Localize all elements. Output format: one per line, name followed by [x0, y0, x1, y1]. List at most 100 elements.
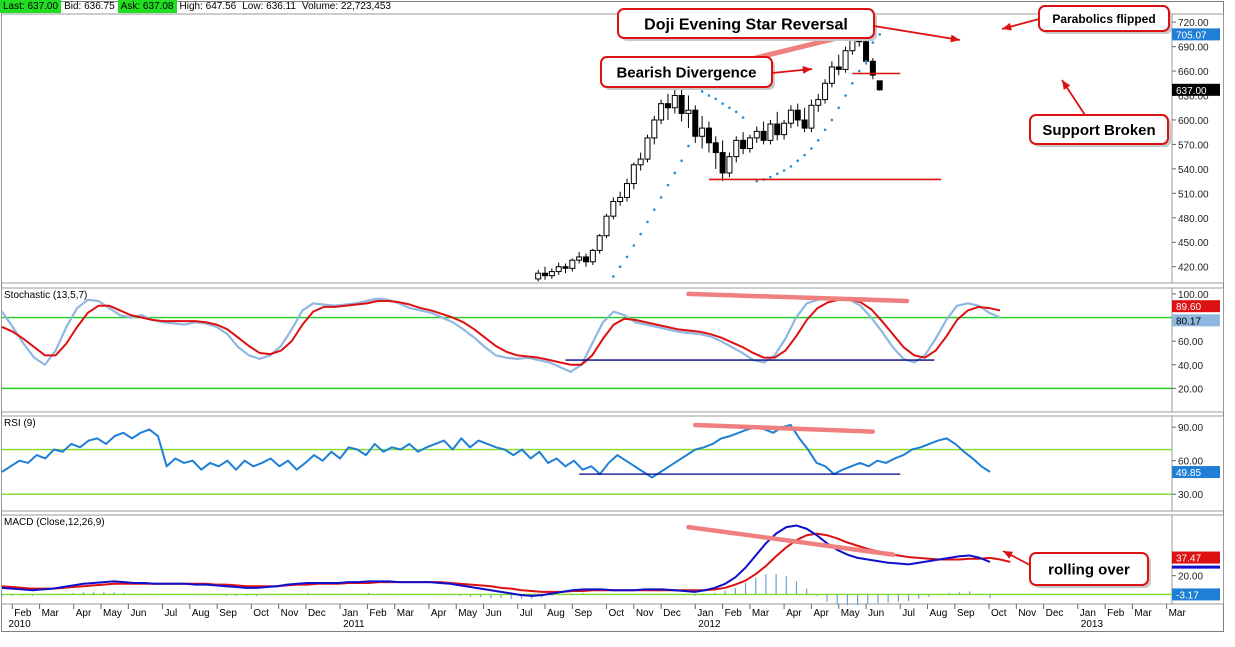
macd-last-value-box [1172, 551, 1220, 564]
x-tick-label: Feb [369, 608, 387, 619]
stoch-d-value: 89.60 [1176, 302, 1201, 313]
rolling-arrow-head [1003, 551, 1013, 559]
pane-frame-1 [1, 287, 1224, 413]
candle-body [719, 152, 726, 174]
sar-dot [769, 175, 772, 179]
candle-body [705, 127, 712, 144]
candle-body [535, 272, 542, 280]
candle-body [555, 266, 562, 273]
sar-dot [816, 139, 820, 142]
price-upper-value-box [1172, 28, 1220, 41]
candle-body [822, 82, 829, 101]
y-tick-label-price: 540.00 [1178, 165, 1209, 176]
y-tick-label-price: 660.00 [1178, 67, 1209, 78]
sar-dot [632, 244, 636, 247]
x-year-label: 2013 [1081, 619, 1104, 630]
candle-body [610, 200, 617, 217]
x-tick-label: Feb [725, 608, 743, 619]
candle-body [746, 137, 753, 149]
x-tick-label: Jun [486, 608, 502, 619]
sar-dot [700, 90, 704, 93]
stoch-k-value: 80.17 [1176, 316, 1201, 327]
sar-dot [755, 179, 759, 183]
candle-body [562, 266, 569, 269]
sar-dot [653, 208, 656, 211]
candle-body [542, 272, 549, 277]
parabolics-arrow-head [1002, 22, 1012, 31]
support-callout: Support Broken [1042, 122, 1155, 139]
rsi-line [1, 423, 991, 479]
sar-dot [741, 116, 745, 119]
x-tick-label: Jan [1080, 608, 1096, 619]
sar-dot [707, 94, 711, 97]
candle-body [630, 164, 637, 185]
quote-bar: Last: 637.00 Bid: 636.75 Ask: 637.08 Hig… [0, 0, 394, 13]
rsi-last-value-box [1172, 466, 1220, 479]
high-price: High: 647.56 [179, 1, 237, 12]
candle-body [869, 60, 876, 76]
x-tick-label: Aug [192, 608, 210, 619]
candle-body [876, 80, 883, 91]
candle-body [678, 95, 685, 114]
x-tick-label: Nov [281, 608, 299, 619]
pane-frame-2 [1, 415, 1224, 512]
candle-body [863, 41, 870, 62]
x-tick-label: Feb [1107, 608, 1125, 619]
candle-body [692, 109, 699, 137]
sar-dot [625, 255, 629, 259]
y-tick-label-macd: 20.00 [1178, 572, 1203, 583]
sar-dot [618, 265, 622, 268]
sar-dot [612, 275, 615, 278]
candle-body [637, 158, 644, 166]
volume: Volume: 22,723,453 [301, 1, 391, 12]
y-tick-label-price: 510.00 [1178, 189, 1209, 200]
x-tick-label: Jun [868, 608, 884, 619]
sar-dot [775, 172, 779, 176]
candle-body [576, 256, 583, 261]
annotations: Doji Evening Star Reversal Parabolics fli… [600, 5, 1172, 588]
y-tick-label-rsi: 30.00 [1178, 490, 1203, 501]
rolling-callout-box [1029, 552, 1149, 586]
stochastic-pane: Stochastic (13,5,7) [1, 290, 1172, 390]
parabolics-callout-box [1038, 5, 1170, 32]
macd-signal-marker [1172, 565, 1220, 569]
x-tick-label: Jul [520, 608, 533, 619]
x-tick-label: Mar [752, 608, 770, 619]
x-tick-label: Jan [697, 608, 713, 619]
x-tick-label: Jun [130, 608, 146, 619]
y-tick-label-rsi: 90.00 [1178, 423, 1203, 434]
candle-body [685, 109, 692, 114]
macd-hist-value-box [1172, 588, 1220, 601]
y-tick-label-stoch: 20.00 [1178, 384, 1203, 395]
macd-line [1, 524, 991, 597]
candle-body [623, 183, 630, 198]
x-tick-label: Mar [1134, 608, 1152, 619]
x-tick-label: Jul [902, 608, 915, 619]
candle-body [603, 215, 610, 237]
bearish-callout-box [600, 56, 773, 88]
macd-divergence-line [686, 524, 896, 557]
candle-body [589, 249, 596, 263]
macd-hist-value: -3.17 [1176, 590, 1199, 601]
y-tick-label-price: 480.00 [1178, 214, 1209, 225]
y-tick-label-price: 450.00 [1178, 238, 1209, 249]
x-tick-label: Mar [42, 608, 60, 619]
y-tick-label-price: 720.00 [1178, 18, 1209, 29]
sar-dot [646, 220, 649, 224]
candle-body [815, 99, 822, 106]
rsi-divergence-line [693, 422, 876, 434]
stochastic-legend: Stochastic (13,5,7) [4, 290, 87, 301]
candle-body [548, 271, 555, 277]
x-tick-label: Sep [219, 608, 237, 619]
sar-dot [830, 118, 834, 122]
rsi-pane: RSI (9) [1, 418, 1172, 495]
candle-body [733, 139, 740, 158]
candle-body [767, 123, 774, 141]
x-tick-label: Aug [547, 608, 565, 619]
stoch-divergence-line [686, 291, 910, 304]
sar-dot [810, 147, 813, 150]
sar-dot [837, 106, 841, 110]
price-upper-value: 705.07 [1176, 30, 1207, 41]
x-tick-label: May [841, 608, 860, 619]
